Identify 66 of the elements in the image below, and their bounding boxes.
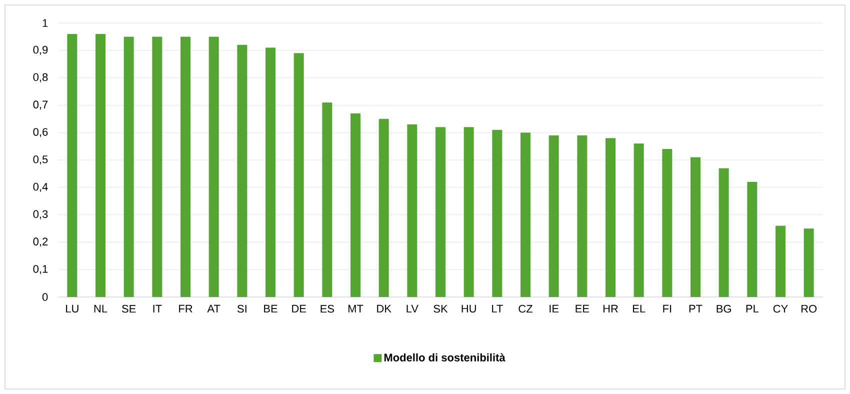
x-tick-label: RO <box>802 304 817 313</box>
x-tick-label: HR <box>603 304 618 312</box>
bar <box>208 36 219 297</box>
y-tick-label: 0,5 <box>33 155 48 165</box>
x-tick-label: BG <box>716 304 731 313</box>
x-tick-label: IT <box>153 304 162 312</box>
x-tick-label: CZ <box>518 304 532 313</box>
y-tick-label: 0,7 <box>33 100 48 110</box>
y-tick-label: 0,3 <box>33 210 48 220</box>
bar <box>96 34 106 297</box>
x-tick-label: EE <box>576 304 590 312</box>
x-tick-label: LV <box>406 304 418 312</box>
y-tick-label: 0,2 <box>33 238 48 247</box>
bar <box>266 48 276 297</box>
bar <box>690 157 701 297</box>
x-tick-label: DE <box>292 304 306 312</box>
bar <box>577 135 588 297</box>
bar <box>804 228 814 297</box>
bar <box>776 226 786 297</box>
y-tick-label: 0,9 <box>33 46 48 55</box>
x-tick-label: IE <box>550 304 559 312</box>
bar <box>237 44 248 297</box>
bar <box>662 149 672 297</box>
x-tick-label: SI <box>237 304 246 313</box>
x-tick-label: AT <box>207 304 220 312</box>
x-tick-label: FR <box>179 304 192 312</box>
bar <box>322 102 332 297</box>
x-tick-label: CY <box>773 304 788 313</box>
y-tick-label: 0,6 <box>33 128 48 138</box>
bar <box>67 34 78 297</box>
bar <box>606 138 616 297</box>
bar <box>350 113 361 297</box>
bar <box>124 36 134 297</box>
bar <box>152 36 162 297</box>
bar <box>407 124 418 297</box>
bar <box>634 144 644 297</box>
x-tick-label: PL <box>746 304 759 312</box>
bar <box>747 182 758 297</box>
y-tick-label: 0,8 <box>33 73 48 82</box>
x-tick-label: SK <box>434 304 448 313</box>
bar <box>294 53 304 297</box>
y-tick-label: 0 <box>42 293 48 301</box>
bar <box>464 127 474 297</box>
y-tick-label: 0,4 <box>33 182 48 192</box>
x-tick-label: ES <box>320 304 334 313</box>
x-tick-label: DK <box>377 304 392 312</box>
bar <box>718 168 729 297</box>
y-tick-label: 1 <box>42 19 48 27</box>
bar <box>492 130 502 297</box>
bar <box>520 132 531 297</box>
x-tick-label: MT <box>348 304 364 312</box>
x-tick-label: LT <box>492 304 503 312</box>
x-tick-label: PT <box>689 304 702 312</box>
x-tick-label: LU <box>66 304 78 313</box>
bar <box>436 127 446 297</box>
x-tick-label: FI <box>663 304 672 312</box>
x-tick-label: SE <box>122 304 136 313</box>
bar <box>548 135 559 297</box>
y-tick-label: 0,1 <box>33 265 48 274</box>
x-tick-label: HU <box>462 304 476 313</box>
bar <box>180 36 191 297</box>
x-tick-label: EL <box>633 304 646 312</box>
legend-label: Modello di sostenibilità <box>384 353 506 362</box>
bar <box>378 118 389 297</box>
x-tick-label: NL <box>94 304 108 312</box>
x-tick-label: BE <box>264 304 278 312</box>
